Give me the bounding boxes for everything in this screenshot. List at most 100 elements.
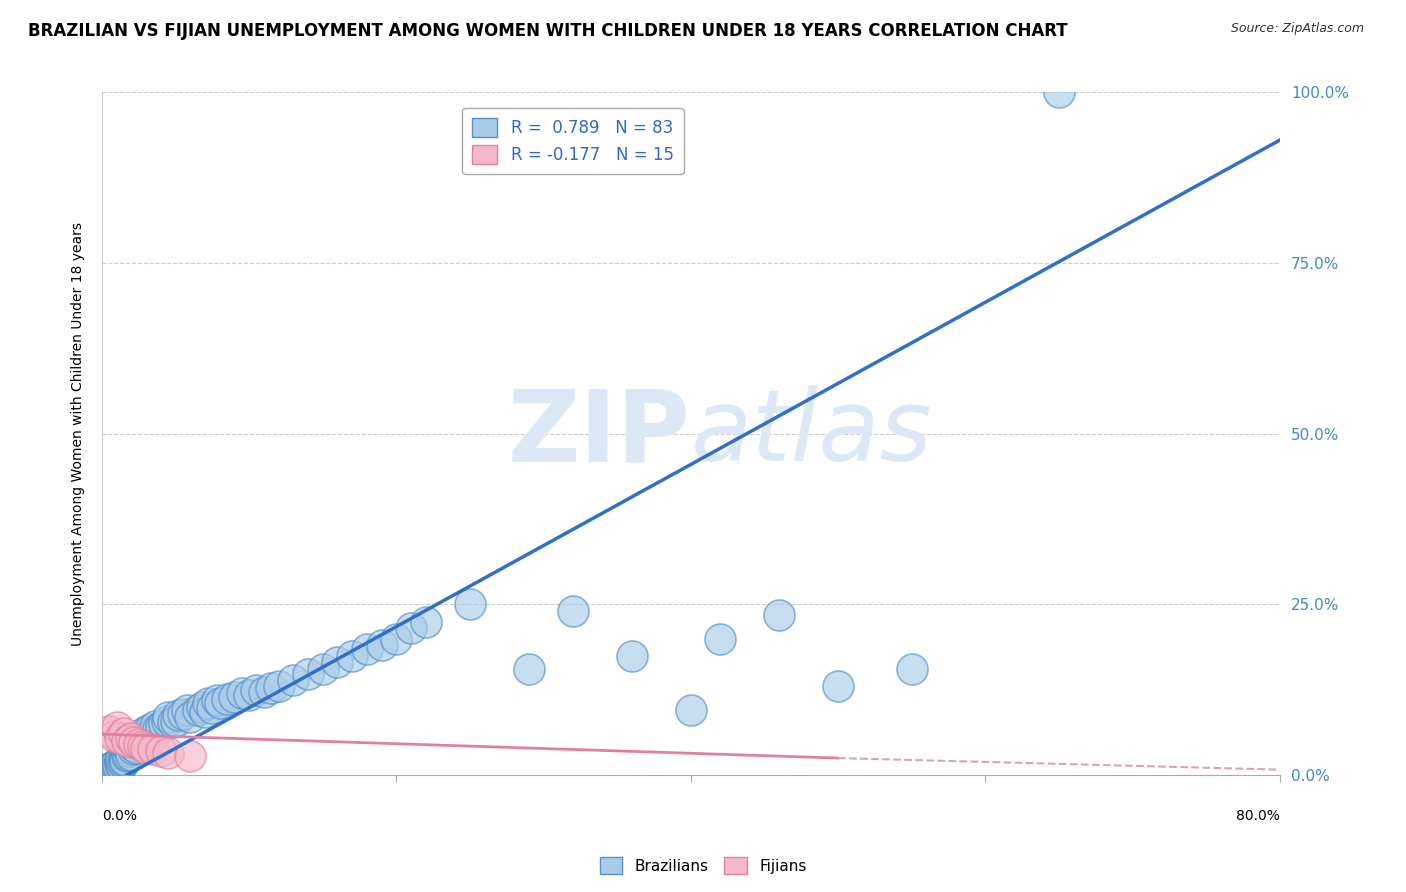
Point <box>149 720 172 734</box>
Point <box>128 731 150 745</box>
Point <box>143 719 166 733</box>
Point <box>326 656 349 670</box>
Point <box>124 739 146 754</box>
Point <box>399 621 422 635</box>
Point <box>107 759 129 773</box>
Point <box>1047 86 1070 100</box>
Point <box>179 749 201 764</box>
Point <box>679 703 702 717</box>
Point <box>231 686 253 700</box>
Point <box>101 760 124 774</box>
Point <box>98 723 121 738</box>
Point <box>245 682 267 697</box>
Point <box>458 598 481 612</box>
Point <box>340 648 363 663</box>
Point <box>125 740 148 755</box>
Legend: Brazilians, Fijians: Brazilians, Fijians <box>593 851 813 880</box>
Point <box>104 758 127 772</box>
Point <box>108 755 131 769</box>
Point <box>103 729 125 743</box>
Point <box>224 690 246 704</box>
Point <box>205 693 228 707</box>
Point <box>129 735 152 749</box>
Point <box>156 714 179 728</box>
Point <box>517 662 540 676</box>
Text: atlas: atlas <box>690 385 932 483</box>
Point <box>114 753 136 767</box>
Point <box>135 734 157 748</box>
Point <box>900 662 922 676</box>
Point <box>142 726 165 740</box>
Point <box>356 641 378 656</box>
Point <box>176 703 198 717</box>
Point <box>103 763 125 777</box>
Point <box>135 740 157 755</box>
Point <box>138 729 160 743</box>
Point <box>267 679 290 693</box>
Text: BRAZILIAN VS FIJIAN UNEMPLOYMENT AMONG WOMEN WITH CHILDREN UNDER 18 YEARS CORREL: BRAZILIAN VS FIJIAN UNEMPLOYMENT AMONG W… <box>28 22 1067 40</box>
Point <box>105 760 128 774</box>
Point <box>179 710 201 724</box>
Point <box>120 738 142 752</box>
Point <box>238 688 260 702</box>
Point <box>112 751 135 765</box>
Point <box>152 717 174 731</box>
Point <box>132 739 155 754</box>
Point <box>312 662 335 676</box>
Point <box>370 639 392 653</box>
Point <box>114 747 136 762</box>
Point <box>260 681 283 695</box>
Text: 80.0%: 80.0% <box>1236 809 1279 823</box>
Point <box>201 701 224 715</box>
Point <box>115 734 138 748</box>
Point <box>132 732 155 747</box>
Point <box>117 740 139 755</box>
Point <box>108 757 131 772</box>
Y-axis label: Unemployment Among Women with Children Under 18 years: Unemployment Among Women with Children U… <box>72 222 86 646</box>
Point <box>385 632 408 646</box>
Point <box>115 744 138 758</box>
Point <box>118 744 141 758</box>
Point <box>191 699 214 714</box>
Point <box>105 720 128 734</box>
Text: ZIP: ZIP <box>508 385 690 483</box>
Point <box>111 756 134 770</box>
Point <box>128 738 150 752</box>
Point <box>562 604 585 618</box>
Point <box>142 742 165 756</box>
Point <box>124 735 146 749</box>
Point <box>112 755 135 769</box>
Point <box>149 744 172 758</box>
Text: 0.0%: 0.0% <box>101 809 136 823</box>
Point <box>167 708 190 723</box>
Point <box>98 761 121 775</box>
Point <box>620 648 643 663</box>
Point <box>117 747 139 762</box>
Point <box>120 747 142 762</box>
Point <box>112 726 135 740</box>
Point <box>157 710 180 724</box>
Point <box>253 685 276 699</box>
Point <box>197 697 219 711</box>
Point <box>172 706 194 721</box>
Point <box>827 679 849 693</box>
Point <box>108 731 131 745</box>
Point <box>215 691 238 706</box>
Legend: R =  0.789   N = 83, R = -0.177   N = 15: R = 0.789 N = 83, R = -0.177 N = 15 <box>463 108 683 174</box>
Point <box>124 734 146 748</box>
Point <box>415 615 437 629</box>
Point <box>135 723 157 738</box>
Point <box>146 722 169 736</box>
Point <box>709 632 731 646</box>
Text: Source: ZipAtlas.com: Source: ZipAtlas.com <box>1230 22 1364 36</box>
Point <box>105 756 128 770</box>
Point <box>110 753 132 767</box>
Point <box>297 667 319 681</box>
Point <box>120 731 142 745</box>
Point <box>162 714 184 729</box>
Point <box>110 758 132 772</box>
Point <box>283 673 305 687</box>
Point <box>121 742 143 756</box>
Point <box>131 727 153 741</box>
Point <box>157 746 180 760</box>
